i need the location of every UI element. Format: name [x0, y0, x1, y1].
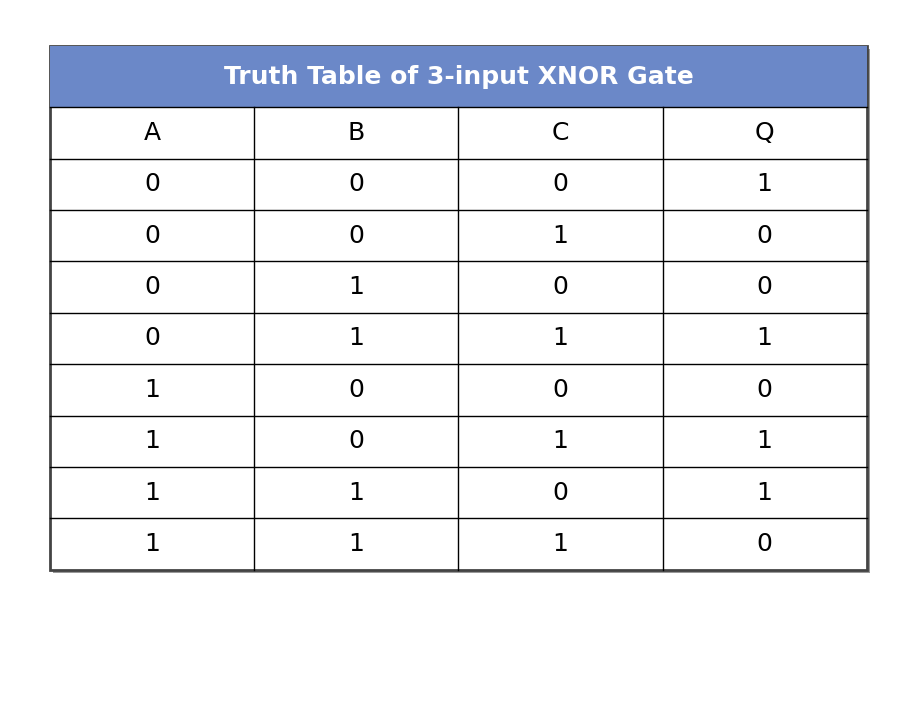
Text: 1: 1 — [348, 532, 364, 556]
Text: Q: Q — [755, 121, 774, 145]
Text: 0: 0 — [757, 532, 772, 556]
Text: 0: 0 — [348, 378, 364, 402]
Text: 0: 0 — [145, 172, 160, 196]
Text: 0: 0 — [145, 326, 160, 351]
Text: C: C — [552, 121, 569, 145]
Text: 0: 0 — [553, 275, 569, 299]
Text: B: B — [348, 121, 365, 145]
Text: 1: 1 — [348, 275, 364, 299]
Text: 0: 0 — [757, 275, 772, 299]
Text: 1: 1 — [553, 532, 569, 556]
Text: 0: 0 — [553, 378, 569, 402]
Text: 0: 0 — [145, 223, 160, 248]
Text: 0: 0 — [348, 172, 364, 196]
Text: 1: 1 — [553, 429, 569, 453]
Text: 1: 1 — [348, 326, 364, 351]
Text: 1: 1 — [553, 223, 569, 248]
Text: 1: 1 — [145, 481, 160, 505]
Text: 1: 1 — [145, 532, 160, 556]
Text: Truth Table of 3-input XNOR Gate: Truth Table of 3-input XNOR Gate — [224, 65, 693, 89]
Text: 1: 1 — [757, 172, 772, 196]
Text: 1: 1 — [553, 326, 569, 351]
Text: 0: 0 — [553, 481, 569, 505]
Text: 1: 1 — [145, 378, 160, 402]
Text: 1: 1 — [145, 429, 160, 453]
Text: 0: 0 — [553, 172, 569, 196]
Text: 1: 1 — [757, 481, 772, 505]
Text: 0: 0 — [757, 223, 772, 248]
Text: 0: 0 — [348, 429, 364, 453]
Text: 1: 1 — [757, 326, 772, 351]
Text: 1: 1 — [348, 481, 364, 505]
Bar — [50, 46, 867, 107]
Text: 0: 0 — [757, 378, 772, 402]
Text: A: A — [144, 121, 161, 145]
Text: 1: 1 — [757, 429, 772, 453]
Bar — [53, 49, 869, 573]
Bar — [50, 46, 867, 570]
Text: 0: 0 — [348, 223, 364, 248]
Text: 0: 0 — [145, 275, 160, 299]
